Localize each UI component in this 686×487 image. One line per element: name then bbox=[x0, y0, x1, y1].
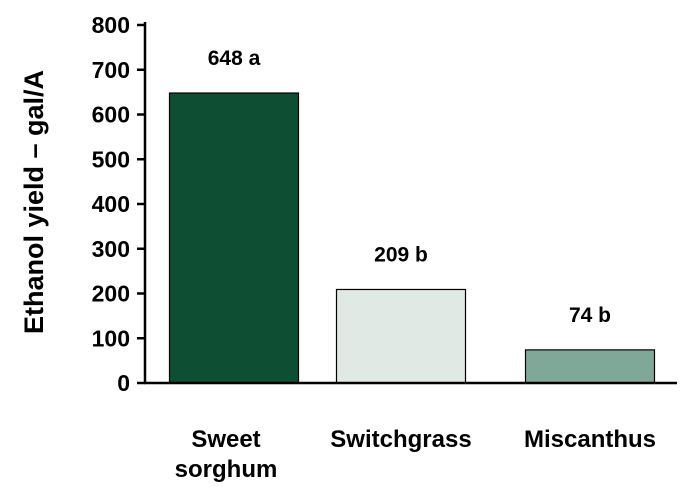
y-tick-label: 0 bbox=[117, 370, 130, 396]
data-labels: 648 a 209 b 74 b bbox=[208, 47, 611, 327]
data-label: 209 b bbox=[374, 243, 428, 266]
bar bbox=[168, 92, 300, 384]
y-tick-label: 100 bbox=[92, 325, 130, 351]
data-label: 648 a bbox=[208, 47, 261, 70]
y-tick-label: 700 bbox=[92, 57, 130, 83]
category-label: Miscanthus bbox=[524, 426, 656, 453]
bars bbox=[168, 92, 656, 384]
category-label: Switchgrass bbox=[330, 426, 471, 453]
bar bbox=[524, 349, 656, 384]
x-axis-labels: Sweet sorghum Switchgrass Miscanthus bbox=[175, 426, 656, 483]
y-tick-label: 300 bbox=[92, 236, 130, 262]
y-axis-ticks: 0 100 200 300 400 500 600 700 800 bbox=[92, 12, 145, 396]
category-label: Sweet bbox=[191, 426, 260, 453]
y-tick-label: 500 bbox=[92, 146, 130, 172]
y-tick-label: 200 bbox=[92, 281, 130, 307]
y-tick-label: 600 bbox=[92, 102, 130, 128]
y-axis-title: Ethanol yield – gal/A bbox=[19, 70, 49, 334]
bar bbox=[335, 288, 467, 384]
category-label: sorghum bbox=[175, 456, 278, 483]
y-tick-label: 800 bbox=[92, 12, 130, 38]
y-tick-label: 400 bbox=[92, 191, 130, 217]
data-label: 74 b bbox=[569, 304, 611, 327]
